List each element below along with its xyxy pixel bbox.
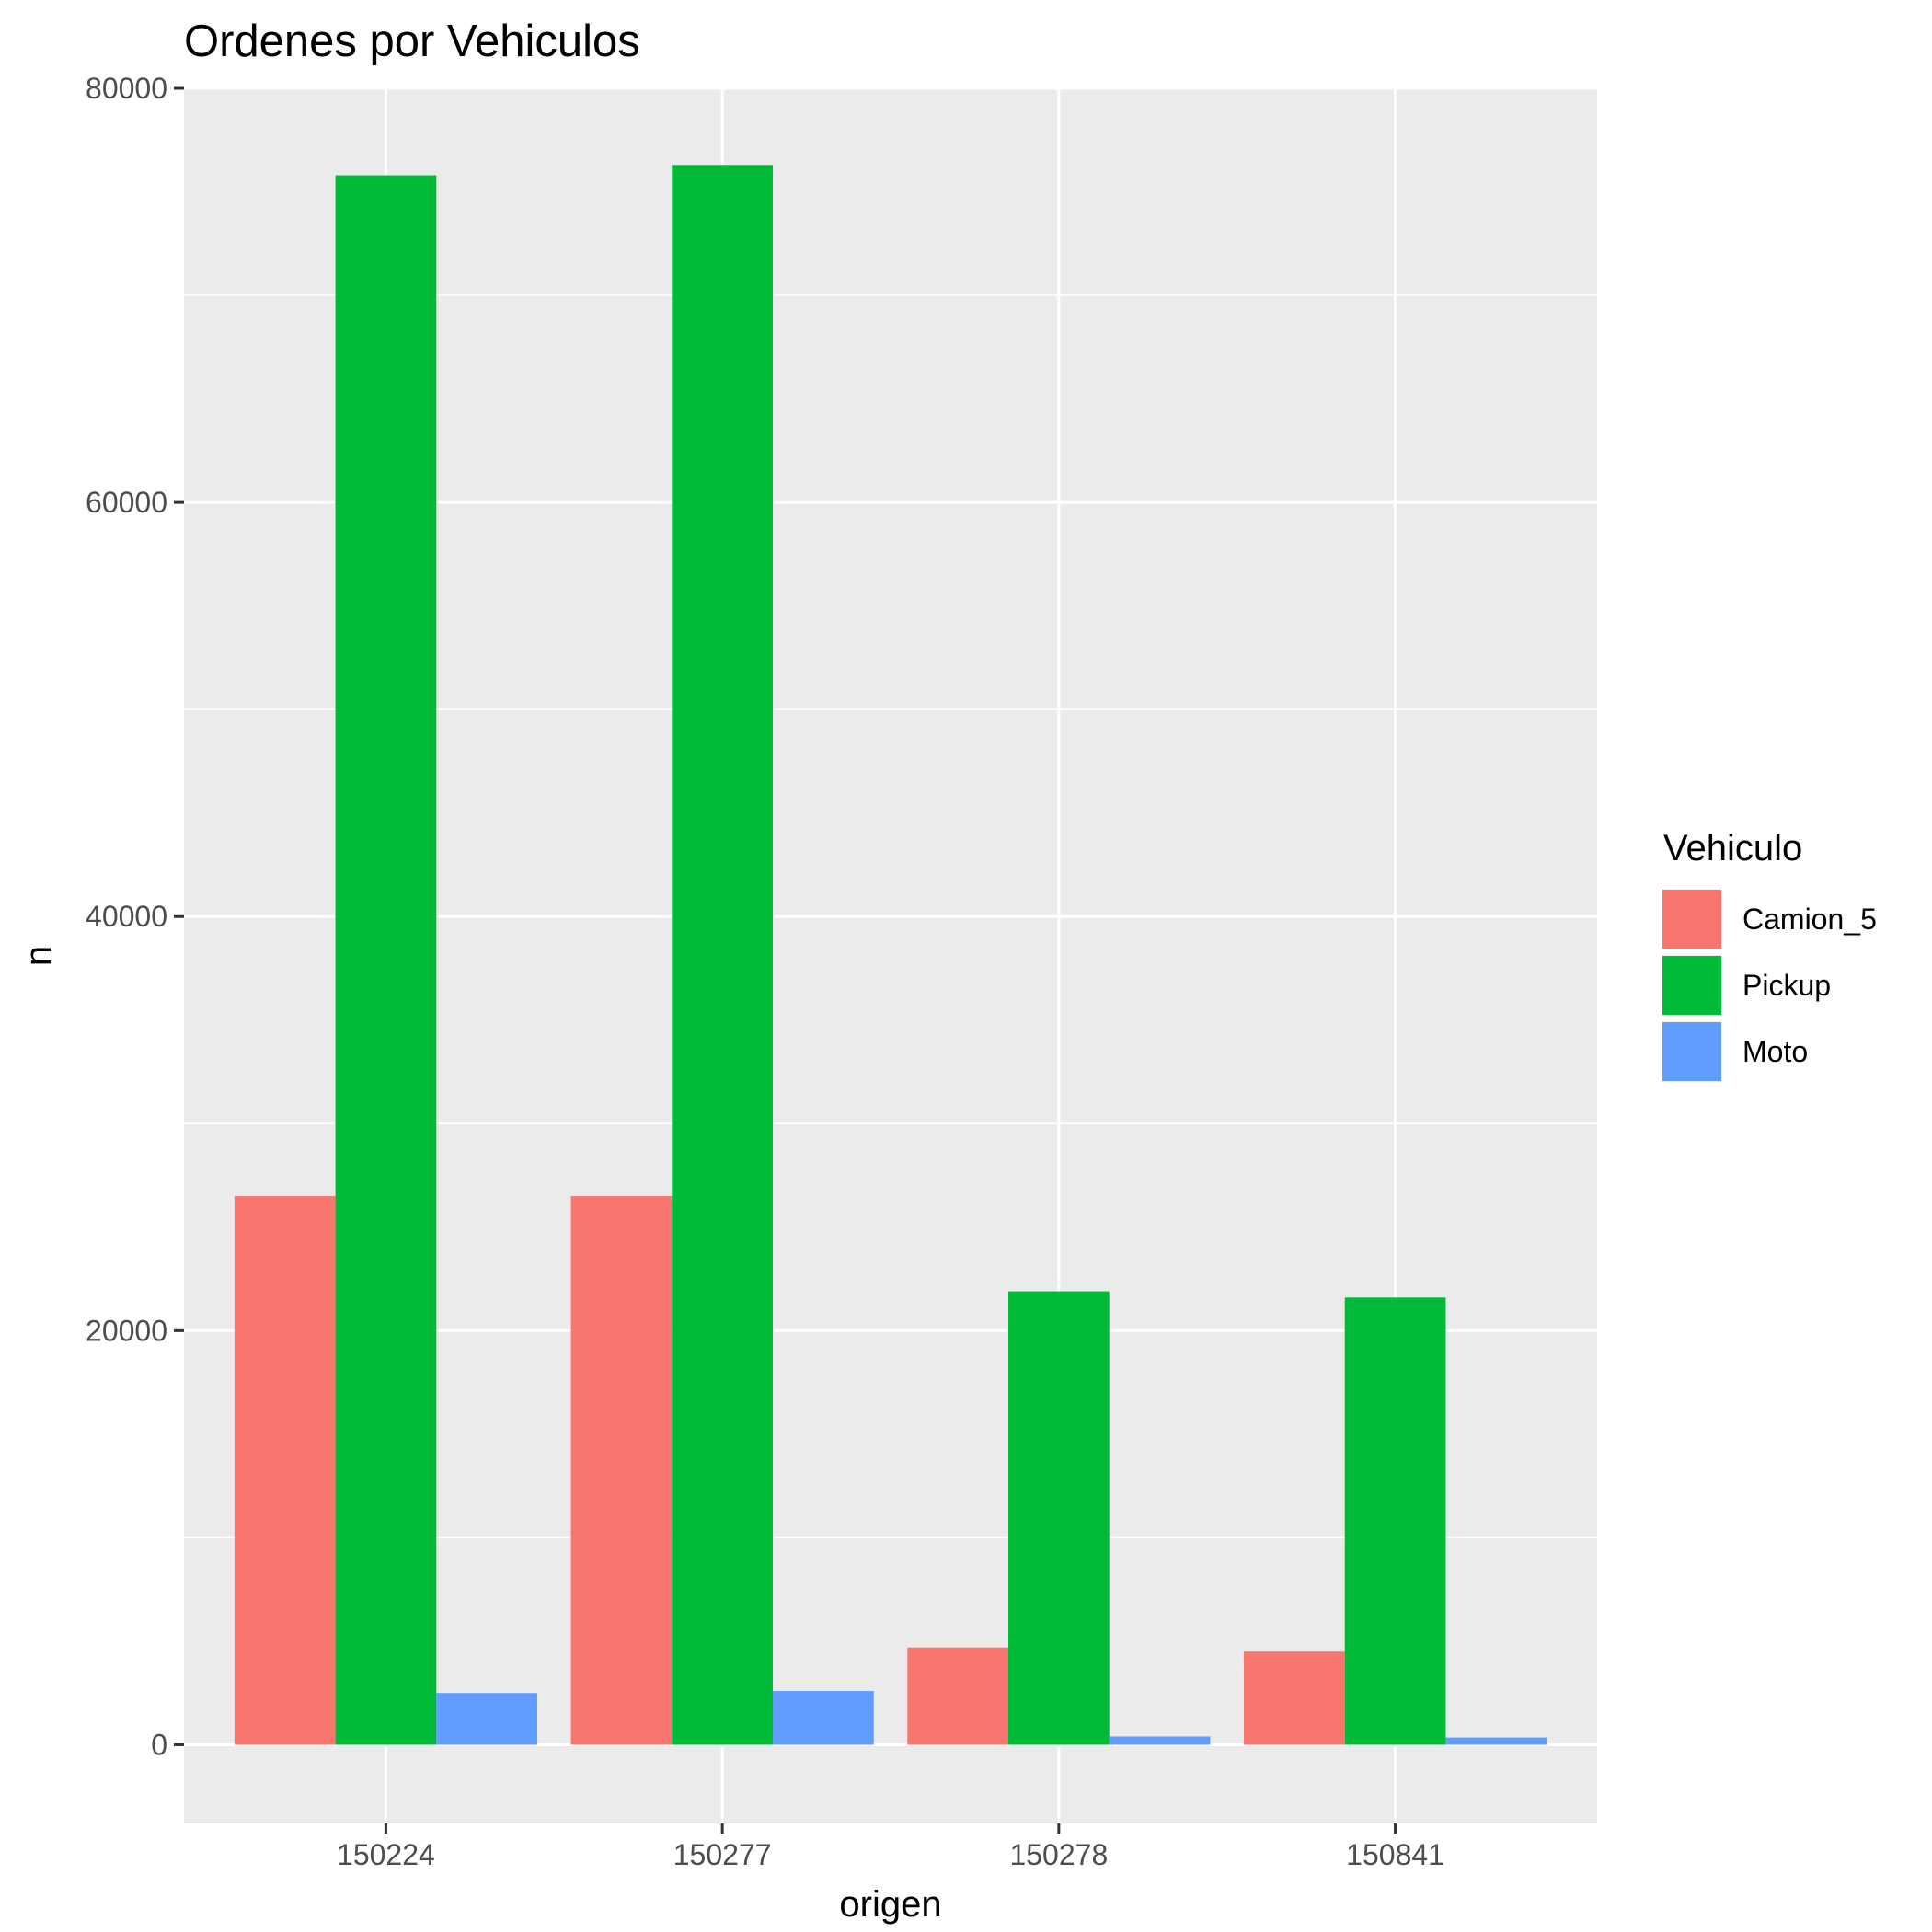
bars [234, 165, 1547, 1745]
legend-title: Vehiculo [1663, 828, 1802, 868]
x-tick-label: 150841 [1346, 1838, 1444, 1871]
bar [773, 1690, 874, 1745]
y-tick-label: 0 [151, 1728, 167, 1761]
legend-label: Moto [1742, 1035, 1808, 1068]
y-tick-label: 80000 [86, 72, 167, 105]
bar [672, 165, 773, 1745]
legend-key [1662, 956, 1721, 1015]
chart-title: Ordenes por Vehiculos [184, 17, 640, 66]
legend-key [1662, 890, 1721, 949]
bar [570, 1196, 673, 1745]
y-tick-label: 60000 [86, 486, 167, 519]
y-tick-label: 20000 [86, 1314, 167, 1347]
bar [1344, 1297, 1446, 1745]
bar [335, 175, 437, 1745]
legend-key [1662, 1022, 1721, 1081]
legend: Vehiculo Camion_5 Pickup Moto [1662, 828, 1877, 1082]
x-tick-label: 150278 [1009, 1838, 1108, 1871]
legend-label: Camion_5 [1742, 903, 1877, 936]
bar [234, 1196, 336, 1745]
bar [1445, 1737, 1547, 1745]
bar [1244, 1651, 1345, 1745]
legend-label: Pickup [1742, 969, 1831, 1002]
x-tick-label: 150224 [337, 1838, 435, 1871]
bar [1008, 1291, 1110, 1745]
x-axis: 150224 150277 150278 150841 [337, 1823, 1444, 1871]
y-axis-title: n [18, 946, 59, 966]
x-tick-label: 150277 [673, 1838, 772, 1871]
bar [1109, 1736, 1211, 1745]
y-tick-label: 40000 [86, 900, 167, 933]
bar [436, 1693, 537, 1745]
x-axis-title: origen [839, 1884, 941, 1925]
bar [907, 1647, 1008, 1745]
y-axis: 0 20000 40000 60000 80000 [86, 72, 184, 1761]
